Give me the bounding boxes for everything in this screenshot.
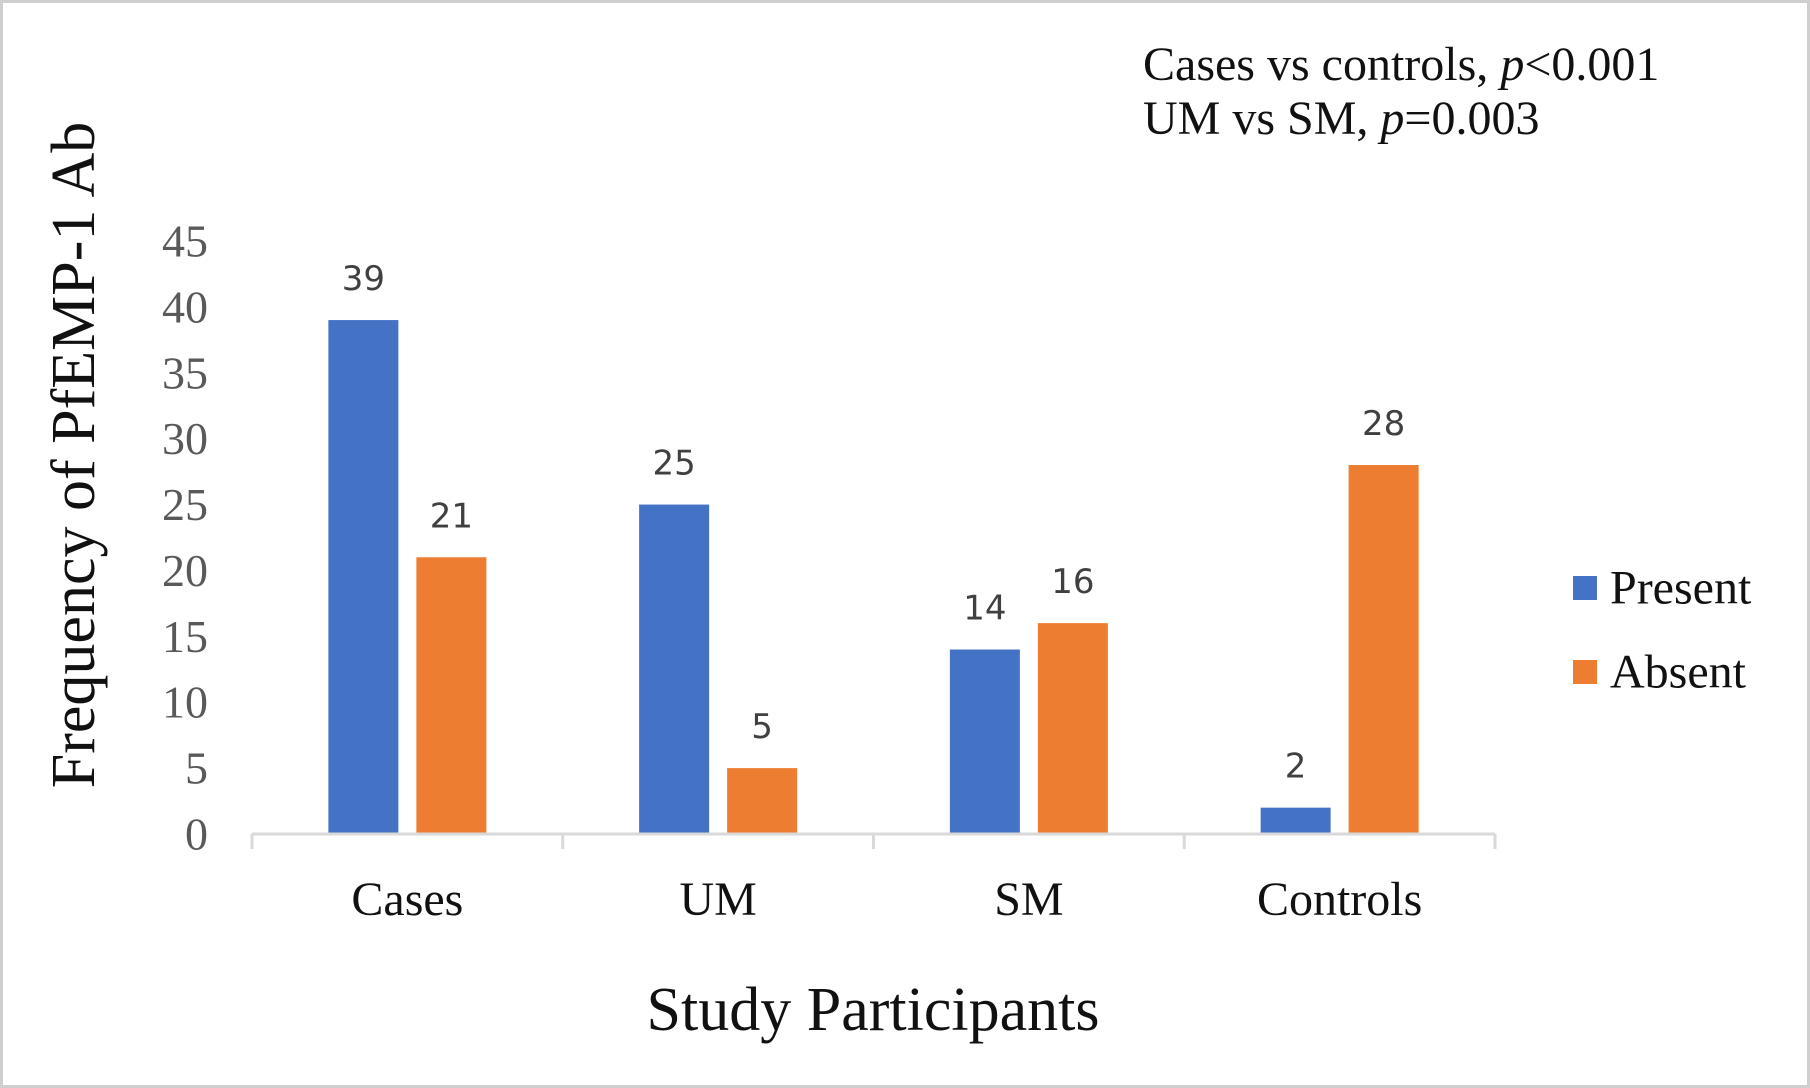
- y-axis-title: Frequency of PfEMP-1 Ab: [40, 122, 108, 788]
- x-category-label: UM: [679, 873, 756, 926]
- bar-absent-um: [727, 768, 798, 834]
- bar-present-controls: [1260, 807, 1331, 834]
- data-label: 21: [430, 496, 473, 536]
- legend-label-present: Present: [1610, 562, 1752, 615]
- legend-swatch-absent: [1573, 660, 1597, 684]
- bar-present-um: [639, 504, 710, 834]
- y-tick-label: 35: [162, 347, 208, 398]
- y-axis-ticks: 0 5 10 15 20 25 30 35 40 45: [162, 216, 208, 860]
- annotation-1-value: <0.001: [1524, 38, 1660, 91]
- data-label: 5: [751, 707, 773, 747]
- y-tick-label: 45: [162, 216, 208, 267]
- annotation-2-p: p: [1380, 92, 1405, 145]
- bar-absent-controls: [1348, 465, 1419, 834]
- x-axis-category-labels: Cases UM SM Controls: [351, 873, 1422, 926]
- legend: Present Absent: [1573, 562, 1752, 699]
- data-label: 14: [963, 589, 1006, 629]
- data-label: 16: [1051, 562, 1094, 602]
- annotation-1-text: Cases vs controls,: [1143, 38, 1501, 91]
- bar-absent-sm: [1037, 623, 1108, 834]
- data-label: 39: [342, 259, 385, 299]
- data-labels: 39 21 25 5 14 16 2 28: [342, 259, 1406, 787]
- annotation-2-text: UM vs SM,: [1143, 92, 1381, 145]
- x-axis-tick-marks: [250, 834, 1497, 849]
- annotation-line-2: UM vs SM, p=0.003: [1143, 92, 1659, 146]
- x-category-label: SM: [994, 873, 1063, 926]
- significance-annotation: Cases vs controls, p<0.001 UM vs SM, p=0…: [1143, 38, 1659, 146]
- y-tick-label: 5: [185, 743, 208, 794]
- y-tick-label: 25: [162, 479, 208, 530]
- y-tick-label: 10: [162, 677, 208, 728]
- annotation-2-value: =0.003: [1404, 92, 1540, 145]
- bar-present-cases: [328, 320, 399, 835]
- y-tick-label: 0: [185, 809, 208, 860]
- y-tick-label: 20: [162, 545, 208, 596]
- y-tick-label: 15: [162, 611, 208, 662]
- x-category-label: Controls: [1257, 873, 1422, 926]
- annotation-line-1: Cases vs controls, p<0.001: [1143, 38, 1659, 92]
- y-tick-label: 40: [162, 281, 208, 332]
- bars: [328, 320, 1419, 835]
- legend-swatch-present: [1573, 576, 1597, 600]
- annotation-1-p: p: [1500, 38, 1525, 91]
- data-label: 28: [1362, 404, 1405, 444]
- data-label: 25: [652, 444, 695, 484]
- bar-absent-cases: [416, 557, 487, 834]
- legend-label-absent: Absent: [1610, 646, 1747, 699]
- y-tick-label: 30: [162, 413, 208, 464]
- x-category-label: Cases: [351, 873, 463, 926]
- data-label: 2: [1285, 747, 1307, 787]
- x-axis-title: Study Participants: [647, 976, 1100, 1044]
- bar-present-sm: [949, 649, 1020, 834]
